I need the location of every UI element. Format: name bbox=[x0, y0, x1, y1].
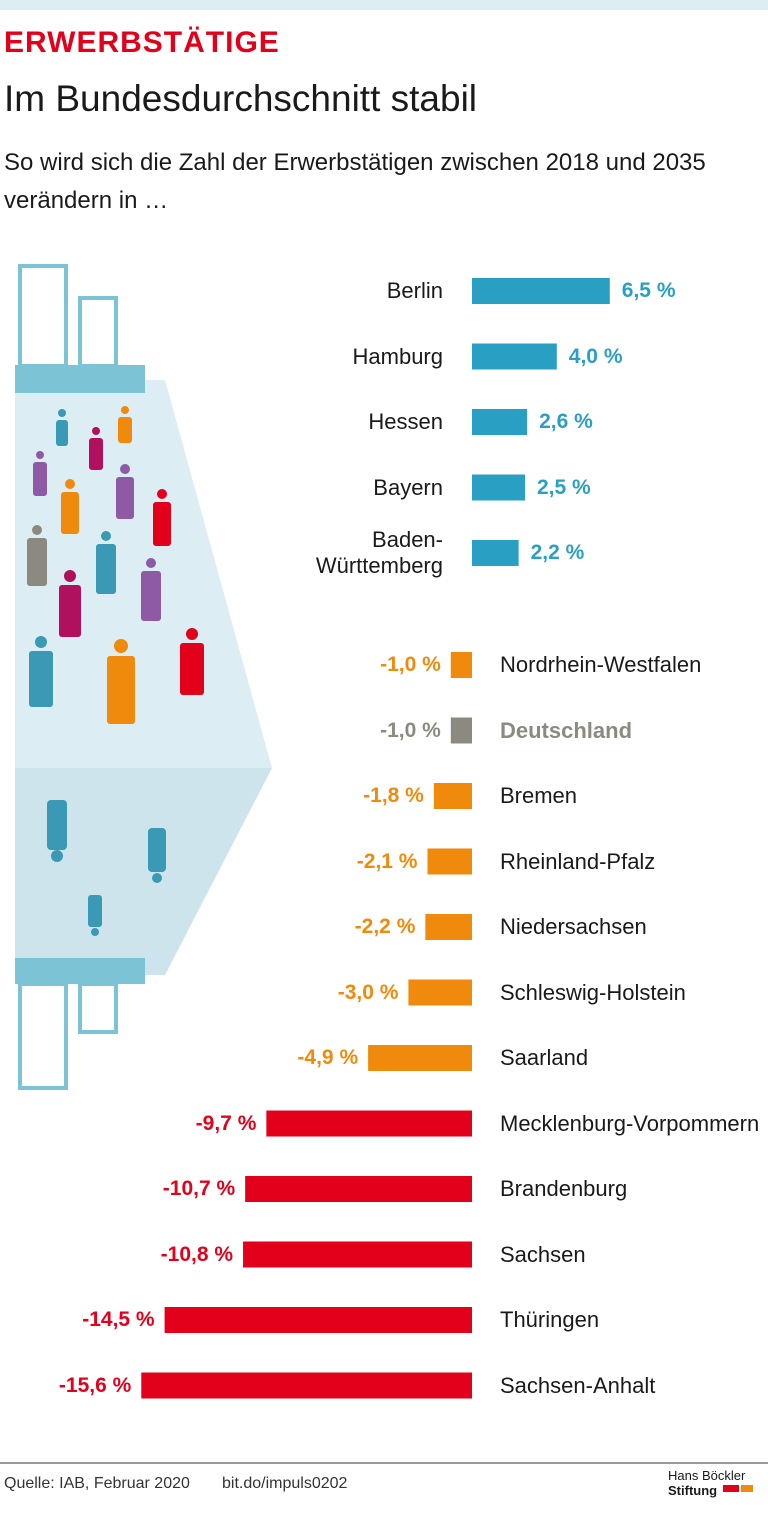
value-label: 2,2 % bbox=[530, 541, 585, 564]
bar bbox=[245, 1176, 472, 1202]
bar bbox=[408, 979, 472, 1006]
value-label: -4,9 % bbox=[297, 1046, 359, 1069]
category-label: Baden-Württemberg bbox=[315, 527, 443, 578]
bar bbox=[450, 652, 472, 678]
bar bbox=[450, 717, 472, 744]
link: bit.do/impuls0202 bbox=[222, 1475, 348, 1492]
value-label: -1,0 % bbox=[380, 718, 441, 742]
chart-title: Im Bundesdurchschnitt stabil bbox=[4, 78, 478, 119]
category-label: Hamburg bbox=[352, 343, 443, 369]
value-label: -14,5 % bbox=[82, 1308, 155, 1331]
category-label: Niedersachsen bbox=[500, 914, 647, 939]
bar bbox=[472, 278, 610, 304]
value-label: -15,6 % bbox=[58, 1373, 132, 1397]
category-label: Bayern bbox=[373, 474, 443, 500]
chart-subtitle: So wird sich die Zahl der Erwerbstätigen… bbox=[4, 149, 706, 214]
bar bbox=[141, 1372, 472, 1399]
logo-mark bbox=[741, 1485, 753, 1492]
value-label: 6,5 % bbox=[621, 279, 676, 302]
bar bbox=[425, 914, 472, 940]
bar bbox=[472, 343, 557, 370]
logo-text: Hans Böckler bbox=[668, 1468, 746, 1483]
bar bbox=[472, 409, 528, 435]
illustration bbox=[15, 264, 272, 1090]
value-label: 4,0 % bbox=[568, 344, 623, 368]
value-label: -10,7 % bbox=[162, 1177, 236, 1200]
value-label: 2,6 % bbox=[539, 410, 593, 433]
category-label: Berlin bbox=[386, 278, 443, 303]
kicker: ERWERBSTÄTIGE bbox=[4, 26, 280, 59]
source: Quelle: IAB, Februar 2020 bbox=[4, 1475, 190, 1492]
bar bbox=[266, 1110, 472, 1137]
category-label: Sachsen bbox=[500, 1241, 586, 1267]
top-stripe bbox=[0, 0, 768, 10]
bar bbox=[472, 474, 525, 501]
category-label: Thüringen bbox=[500, 1307, 600, 1332]
category-label: Rheinland-Pfalz bbox=[500, 848, 656, 874]
value-label: -10,8 % bbox=[160, 1242, 234, 1266]
logo-text: Stiftung bbox=[668, 1483, 718, 1498]
value-label: -1,0 % bbox=[380, 653, 441, 676]
bar bbox=[472, 540, 519, 566]
category-label: Brandenburg bbox=[500, 1176, 628, 1201]
category-label: Bremen bbox=[500, 783, 578, 808]
value-label: 2,5 % bbox=[537, 475, 591, 499]
bar bbox=[243, 1241, 472, 1268]
category-label: Schleswig-Holstein bbox=[500, 979, 686, 1005]
bar bbox=[164, 1307, 472, 1333]
category-label: Saarland bbox=[500, 1045, 589, 1070]
value-label: -2,2 % bbox=[354, 915, 416, 938]
category-label: Hessen bbox=[368, 409, 443, 434]
value-label: -9,7 % bbox=[195, 1111, 257, 1135]
value-label: -3,0 % bbox=[337, 980, 399, 1004]
bar bbox=[368, 1045, 472, 1071]
category-label: Mecklenburg-Vorpommern bbox=[500, 1110, 760, 1136]
logo-mark bbox=[723, 1485, 739, 1492]
value-label: -1,8 % bbox=[363, 784, 424, 807]
category-label: Nordrhein-Westfalen bbox=[500, 652, 702, 677]
bar bbox=[427, 848, 472, 875]
bar bbox=[433, 783, 472, 809]
value-label: -2,1 % bbox=[356, 849, 418, 873]
category-label: Deutschland bbox=[500, 717, 633, 743]
category-label: Sachsen-Anhalt bbox=[500, 1372, 656, 1398]
